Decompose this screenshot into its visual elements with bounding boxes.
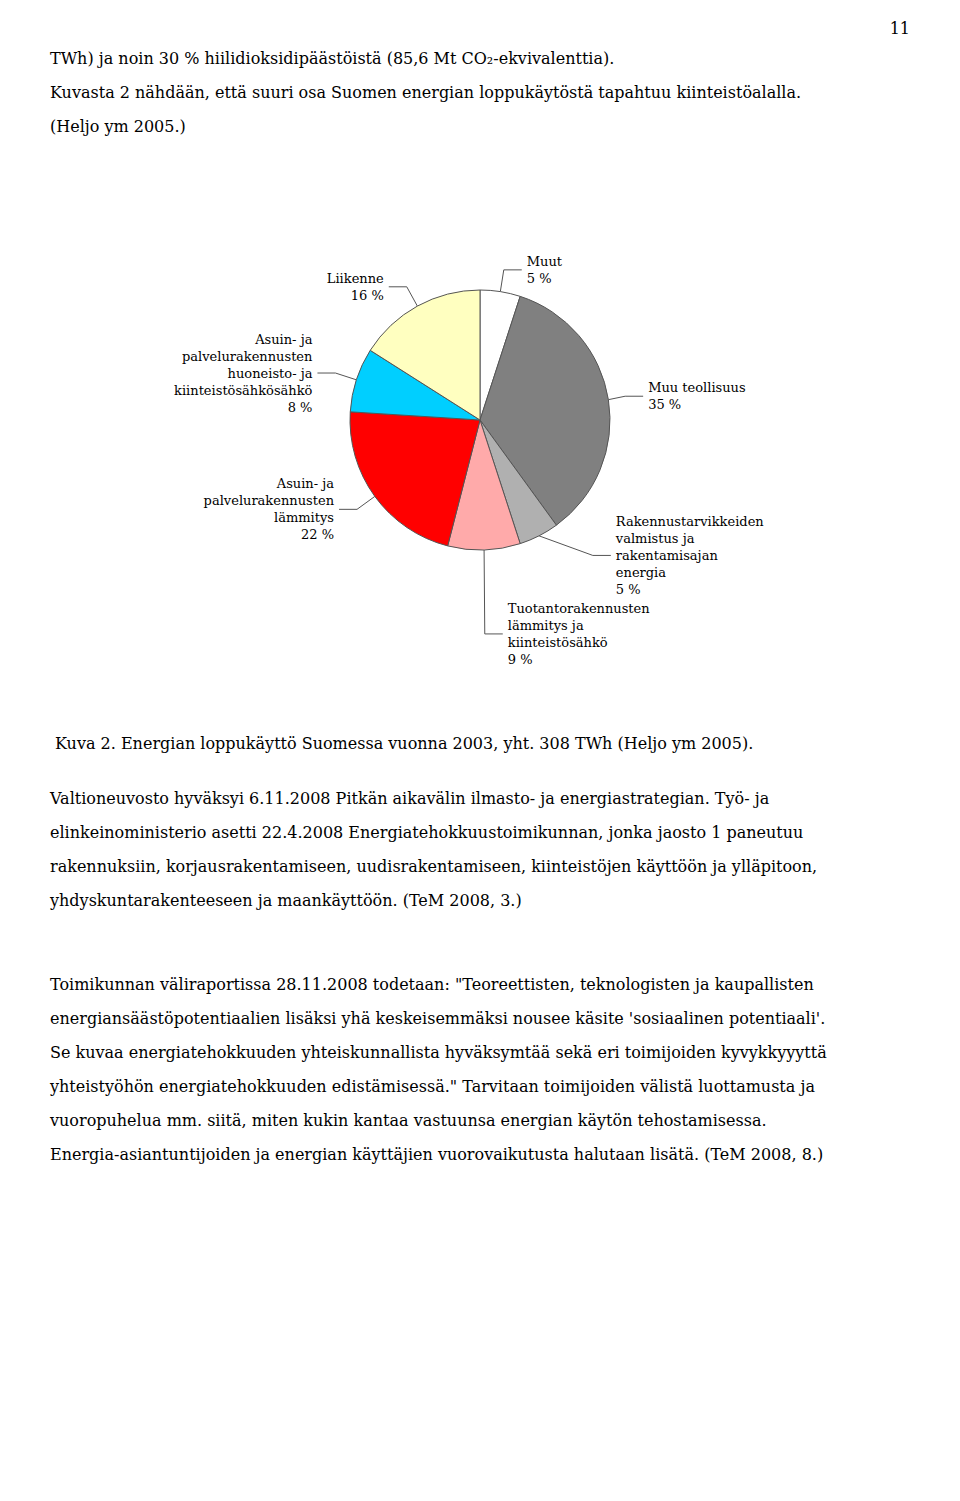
svg-text:kiinteistösähkö: kiinteistösähkö [508, 635, 608, 650]
svg-text:22 %: 22 % [301, 527, 334, 542]
svg-text:TWh) ja noin 30 % hiilidioksid: TWh) ja noin 30 % hiilidioksidipäästöist… [50, 49, 614, 68]
svg-text:valmistus ja: valmistus ja [615, 531, 695, 546]
svg-text:yhteistyöhön energiatehokkuude: yhteistyöhön energiatehokkuuden edistämi… [49, 1077, 815, 1096]
svg-text:Asuin- ja: Asuin- ja [276, 476, 335, 491]
svg-text:elinkeinoministerio asetti 22.: elinkeinoministerio asetti 22.4.2008 Ene… [50, 823, 803, 842]
svg-text:Kuva 2. Energian loppukäyttö S: Kuva 2. Energian loppukäyttö Suomessa vu… [55, 734, 753, 753]
svg-text:Kuvasta 2 nähdään, että suuri: Kuvasta 2 nähdään, että suuri osa Suomen… [50, 83, 801, 102]
svg-text:energiansäästöpotentiaalien li: energiansäästöpotentiaalien lisäksi yhä … [50, 1009, 825, 1028]
svg-text:vuoropuhelua mm. siitä, miten: vuoropuhelua mm. siitä, miten kukin kant… [49, 1111, 767, 1130]
svg-text:Liikenne: Liikenne [327, 271, 384, 286]
svg-text:5 %: 5 % [616, 582, 641, 597]
svg-text:11: 11 [890, 19, 910, 38]
svg-text:rakennuksiin, korjausrakentami: rakennuksiin, korjausrakentamiseen, uudi… [50, 857, 817, 876]
svg-text:lämmitys ja: lämmitys ja [508, 618, 584, 633]
svg-text:5 %: 5 % [527, 271, 552, 286]
svg-text:palvelurakennusten: palvelurakennusten [204, 493, 335, 508]
svg-text:Muut: Muut [527, 254, 563, 269]
svg-text:energia: energia [616, 565, 666, 580]
svg-text:Valtioneuvosto hyväksyi 6.11.2: Valtioneuvosto hyväksyi 6.11.2008 Pitkän… [49, 789, 770, 808]
svg-text:8 %: 8 % [288, 400, 313, 415]
svg-text:Rakennustarvikkeiden: Rakennustarvikkeiden [616, 514, 765, 529]
svg-text:rakentamisajan: rakentamisajan [616, 548, 719, 563]
svg-text:Muu teollisuus: Muu teollisuus [648, 380, 746, 395]
svg-text:(Heljo ym 2005.): (Heljo ym 2005.) [50, 117, 186, 136]
svg-text:lämmitys: lämmitys [274, 510, 334, 525]
svg-text:Toimikunnan väliraportissa 28.: Toimikunnan väliraportissa 28.11.2008 to… [50, 975, 814, 994]
svg-text:Se kuvaa energiatehokkuuden yh: Se kuvaa energiatehokkuuden yhteiskunnal… [50, 1043, 827, 1062]
svg-text:huoneisto- ja: huoneisto- ja [228, 366, 313, 381]
svg-text:kiinteistösähkösähkö: kiinteistösähkösähkö [174, 383, 313, 398]
svg-text:35 %: 35 % [648, 397, 681, 412]
svg-text:Asuin- ja: Asuin- ja [254, 332, 313, 347]
svg-text:9 %: 9 % [508, 652, 533, 667]
svg-text:yhdyskuntarakenteeseen ja maan: yhdyskuntarakenteeseen ja maankäyttöön. … [49, 891, 522, 910]
svg-text:Tuotantorakennusten: Tuotantorakennusten [508, 601, 651, 616]
svg-text:16 %: 16 % [351, 288, 384, 303]
svg-text:palvelurakennusten: palvelurakennusten [182, 349, 313, 364]
svg-text:Energia-asiantuntijoiden ja en: Energia-asiantuntijoiden ja energian käy… [50, 1145, 823, 1164]
